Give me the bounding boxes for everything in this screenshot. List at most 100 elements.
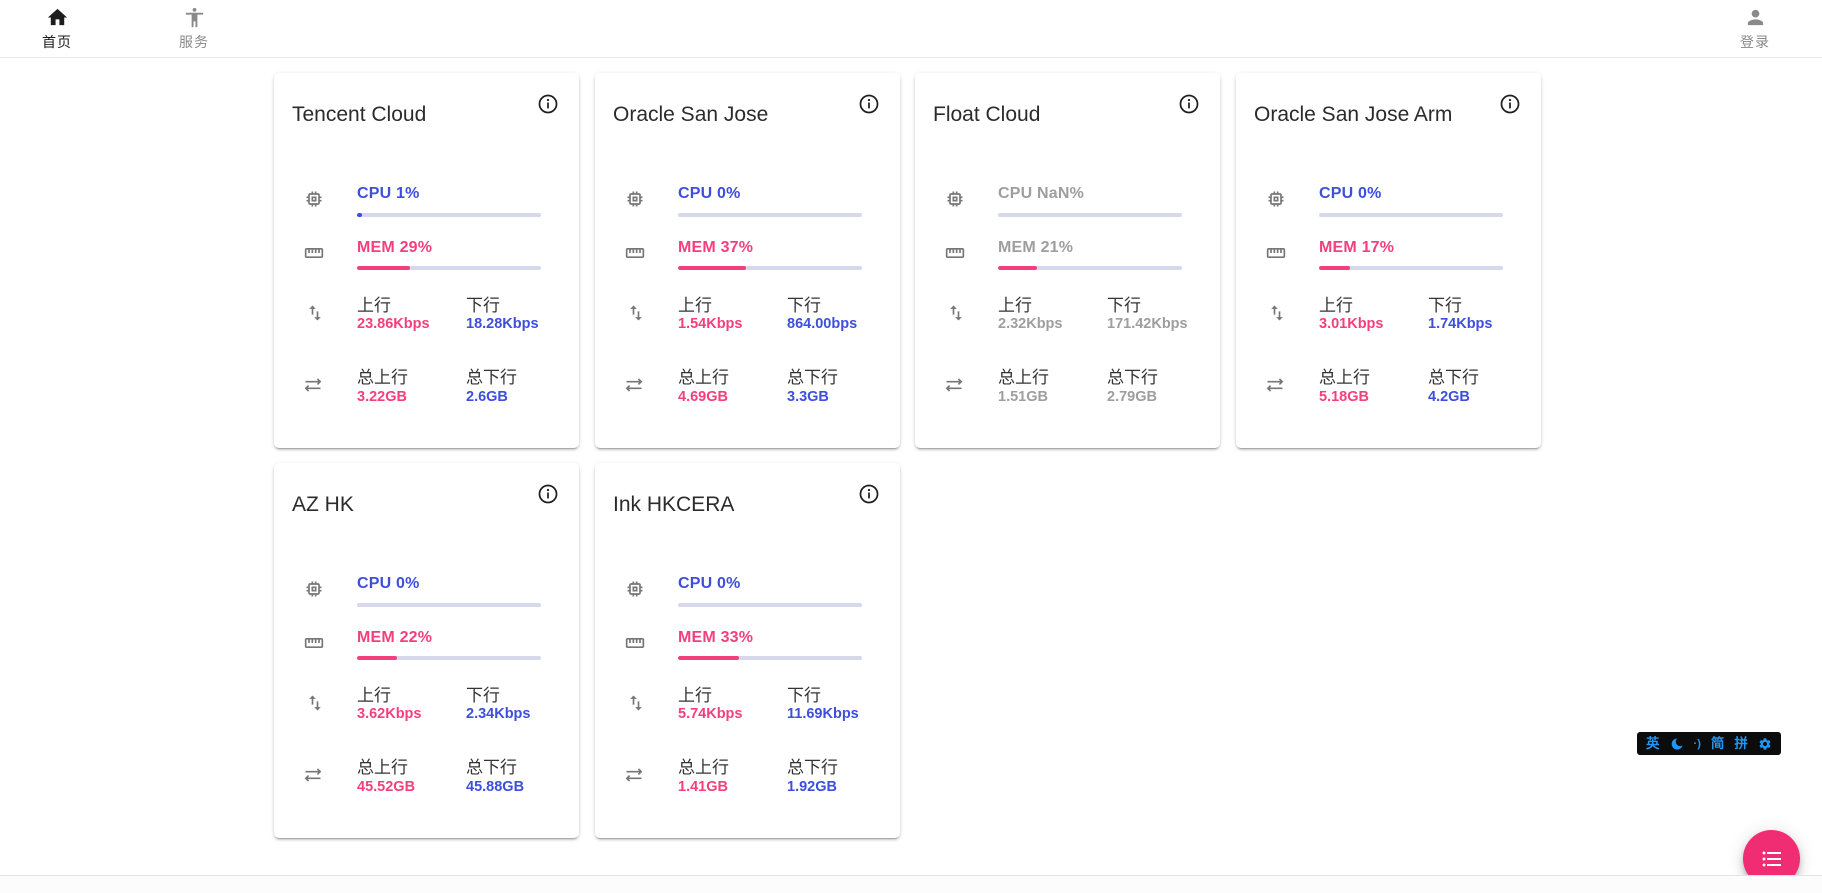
upload-speed-value: 23.86Kbps [357,316,430,332]
cpu-progress-bar [357,213,541,217]
mem-progress-fill [678,656,739,660]
nav-login-label: 登录 [1740,34,1770,50]
info-button[interactable] [858,93,880,115]
server-card: Oracle San Jose Arm CPU 0% MEM 17% 上行 3.… [1236,73,1541,448]
server-card: Oracle San Jose CPU 0% MEM 37% 上行 1.54Kb… [595,73,900,448]
total-download-label: 总下行 [1428,368,1479,387]
memory-ruler-icon [304,633,324,653]
download-label: 下行 [466,686,500,705]
cpu-chip-icon [304,579,324,599]
mem-progress-bar [1319,266,1503,270]
total-upload-label: 总上行 [357,368,408,387]
swap-horiz-icon [944,375,964,395]
total-download-label: 总下行 [1107,368,1158,387]
mem-progress-bar [357,266,541,270]
mem-progress-bar [998,266,1182,270]
server-name: Tencent Cloud [292,103,427,126]
info-button[interactable] [858,483,880,505]
gear-icon[interactable] [1758,737,1772,751]
info-icon [538,94,558,114]
cpu-progress-bar [998,213,1182,217]
total-upload-value: 1.41GB [678,779,728,795]
mem-progress-fill [678,266,747,270]
total-download-label: 总下行 [787,368,838,387]
upload-speed-value: 3.01Kbps [1319,316,1384,332]
ime-pinyin-mode[interactable]: 拼 [1734,736,1748,751]
total-download-value: 4.2GB [1428,389,1470,405]
server-card: Tencent Cloud CPU 1% MEM 29% 上行 23.86Kbp… [274,73,579,448]
cpu-progress-bar [678,603,862,607]
ime-simplified-mode[interactable]: 简 [1710,736,1725,751]
footer-divider [0,875,1822,893]
download-speed-value: 864.00bps [787,316,858,332]
total-download-value: 45.88GB [466,779,525,795]
info-button[interactable] [1178,93,1200,115]
nav-item-home[interactable]: 首页 [17,6,97,52]
cpu-usage-label: CPU 0% [678,185,741,202]
cpu-chip-icon [1266,189,1286,209]
swap-horiz-icon [624,375,644,395]
mem-usage-label: MEM 29% [357,239,433,256]
cpu-progress-bar [357,603,541,607]
total-download-value: 1.92GB [787,779,837,795]
download-speed-value: 18.28Kbps [466,316,539,332]
info-icon [859,94,879,114]
memory-ruler-icon [1266,243,1286,263]
cpu-progress-bar [1319,213,1503,217]
download-label: 下行 [1107,296,1141,315]
info-icon [538,484,558,504]
cpu-chip-icon [945,189,965,209]
total-upload-label: 总上行 [1319,368,1370,387]
total-upload-value: 45.52GB [357,779,416,795]
home-icon [47,8,67,26]
nav-services-label: 服务 [179,34,209,50]
ime-toolbar: 英 ·) 简 拼 [1637,732,1781,755]
nav-item-login[interactable]: 登录 [1715,6,1795,52]
mem-usage-label: MEM 22% [357,629,433,646]
server-name: Oracle San Jose [613,103,769,126]
cpu-progress-fill [357,213,362,217]
download-label: 下行 [787,296,821,315]
upload-label: 上行 [357,686,391,705]
swap-horiz-icon [624,765,644,785]
ime-punctuation-mode[interactable]: ·) [1693,737,1701,750]
mem-usage-label: MEM 21% [998,239,1074,256]
total-upload-value: 3.22GB [357,389,407,405]
moon-icon[interactable] [1670,737,1684,751]
app-bar: 首页 服务 登录 [0,0,1822,58]
mem-usage-label: MEM 37% [678,239,754,256]
server-name: Oracle San Jose Arm [1254,103,1453,126]
info-icon [1179,94,1199,114]
mem-usage-label: MEM 17% [1319,239,1395,256]
cpu-progress-bar [678,213,862,217]
list-icon [1762,851,1781,866]
cpu-usage-label: CPU 0% [678,575,741,592]
server-name: AZ HK [292,493,354,516]
total-upload-value: 5.18GB [1319,389,1369,405]
info-button[interactable] [537,483,559,505]
server-card: Ink HKCERA CPU 0% MEM 33% 上行 5.74Kbps 下行… [595,463,900,838]
download-speed-value: 2.34Kbps [466,706,531,722]
memory-ruler-icon [304,243,324,263]
cpu-usage-label: CPU 0% [357,575,420,592]
swap-vert-icon [305,303,325,323]
server-name: Float Cloud [933,103,1041,126]
info-button[interactable] [537,93,559,115]
ime-english-mode[interactable]: 英 [1646,736,1660,751]
cpu-chip-icon [625,189,645,209]
nav-item-services[interactable]: 服务 [154,6,234,52]
swap-horiz-icon [303,765,323,785]
total-upload-value: 1.51GB [998,389,1048,405]
upload-speed-value: 5.74Kbps [678,706,743,722]
total-download-value: 3.3GB [787,389,829,405]
server-name: Ink HKCERA [613,493,735,516]
cpu-usage-label: CPU 0% [1319,185,1382,202]
cpu-chip-icon [625,579,645,599]
nav-home-label: 首页 [42,34,72,50]
download-speed-value: 1.74Kbps [1428,316,1493,332]
memory-ruler-icon [625,633,645,653]
mem-progress-fill [998,266,1037,270]
swap-vert-icon [626,303,646,323]
info-button[interactable] [1499,93,1521,115]
server-card: Float Cloud CPU NaN% MEM 21% 上行 2.32Kbps… [915,73,1220,448]
